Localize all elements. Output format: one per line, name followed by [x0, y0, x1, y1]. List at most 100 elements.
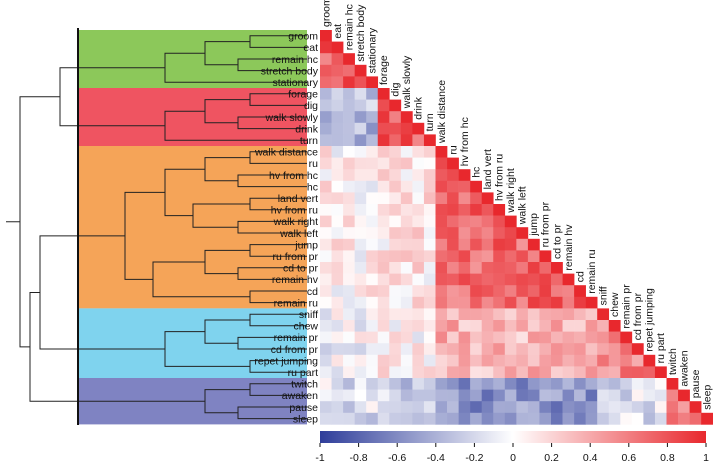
heat-cell — [354, 343, 367, 356]
heat-cell — [504, 401, 517, 414]
heat-cell — [516, 389, 529, 402]
heat-cell — [516, 227, 529, 240]
heat-cell — [551, 354, 563, 367]
heat-cell — [354, 64, 367, 77]
heat-cell — [481, 389, 494, 402]
heat-cell — [377, 308, 390, 321]
heat-cell — [527, 296, 540, 309]
heat-cell — [493, 204, 506, 216]
heat-cell — [458, 227, 471, 240]
heat-cell — [389, 401, 402, 414]
heat-cell — [320, 389, 332, 402]
row-label-hv-from-ru: hv from ru — [271, 205, 318, 217]
heat-cell — [366, 366, 379, 379]
heat-cell — [423, 192, 436, 205]
heat-cell — [435, 389, 448, 402]
heat-cell — [574, 331, 586, 344]
heat-cell — [389, 192, 402, 205]
heat-cell — [377, 389, 390, 402]
heat-cell — [435, 308, 448, 321]
heat-cell — [597, 308, 610, 321]
heat-cell — [631, 378, 644, 390]
heat-cell — [423, 320, 436, 332]
heat-cell — [343, 204, 355, 216]
col-label-remain-hc: remain hc — [343, 4, 355, 50]
heat-cell — [343, 157, 355, 170]
heat-cell — [377, 401, 390, 414]
heat-cell — [562, 296, 575, 309]
heat-cell — [608, 401, 621, 414]
heat-cell — [320, 204, 332, 216]
heat-cell — [377, 215, 390, 228]
heat-cell — [389, 180, 402, 193]
heat-cell — [458, 308, 471, 321]
heat-cell — [481, 227, 494, 240]
row-label-sleep: sleep — [293, 413, 318, 425]
heat-cell — [354, 76, 367, 89]
heat-cell — [400, 157, 413, 170]
heat-cell — [504, 308, 517, 321]
heat-cell — [458, 262, 471, 274]
heat-cell — [620, 366, 633, 379]
heat-cell — [331, 273, 344, 286]
heat-cell — [377, 169, 390, 182]
heat-cell — [678, 412, 690, 425]
heat-cell — [597, 343, 610, 356]
col-label-groom: groom — [320, 0, 332, 27]
heat-cell — [666, 389, 679, 402]
heat-cell — [527, 320, 540, 332]
heat-cell — [343, 238, 355, 251]
heat-cell — [527, 250, 540, 263]
heat-cell — [377, 331, 390, 344]
heat-cell — [493, 250, 506, 263]
heat-cell — [366, 285, 379, 298]
heat-cell — [574, 308, 586, 321]
heat-cell — [620, 354, 633, 367]
heat-cell — [389, 389, 402, 402]
col-label-ru-from-pr: ru from pr — [540, 201, 552, 247]
heat-cell — [320, 273, 332, 286]
heat-cell — [423, 169, 436, 182]
heat-cell — [320, 296, 332, 309]
heat-cell — [423, 401, 436, 414]
heat-cell — [400, 401, 413, 414]
heat-cell — [493, 308, 506, 321]
heat-cell — [458, 401, 471, 414]
heat-cell — [504, 285, 517, 298]
col-label-cd: cd — [574, 271, 586, 282]
col-label-ru: ru — [447, 145, 459, 154]
row-label-repet-jumping: repet jumping — [254, 355, 318, 367]
heat-cell — [343, 122, 355, 135]
heat-cell — [377, 99, 390, 112]
row-label-dig: dig — [304, 100, 318, 112]
heat-cell — [631, 343, 644, 356]
heat-cell — [608, 354, 621, 367]
heat-cell — [551, 412, 563, 425]
heat-cell — [574, 366, 586, 379]
heat-cell — [516, 308, 529, 321]
heat-cell — [331, 320, 344, 332]
heat-cell — [551, 296, 563, 309]
heat-cell — [377, 262, 390, 274]
heat-cell — [539, 331, 552, 344]
heat-cell — [366, 354, 379, 367]
heat-cell — [423, 146, 436, 158]
heat-cell — [400, 238, 413, 251]
heat-cell — [320, 169, 332, 182]
heat-cell — [574, 343, 586, 356]
heat-cell — [331, 88, 344, 100]
heat-cell — [481, 204, 494, 216]
heat-cell — [597, 412, 610, 425]
heat-cell — [389, 169, 402, 182]
heat-cell — [504, 238, 517, 251]
heat-cell — [516, 354, 529, 367]
heat-cell — [481, 343, 494, 356]
row-label-walk-distance: walk distance — [254, 147, 318, 159]
heat-cell — [585, 354, 598, 367]
heat-cell — [343, 64, 355, 77]
heat-cell — [435, 412, 448, 425]
colorbar-gradient — [320, 431, 706, 443]
heat-cell — [493, 215, 506, 228]
heat-cell — [504, 343, 517, 356]
heat-cell — [366, 169, 379, 182]
